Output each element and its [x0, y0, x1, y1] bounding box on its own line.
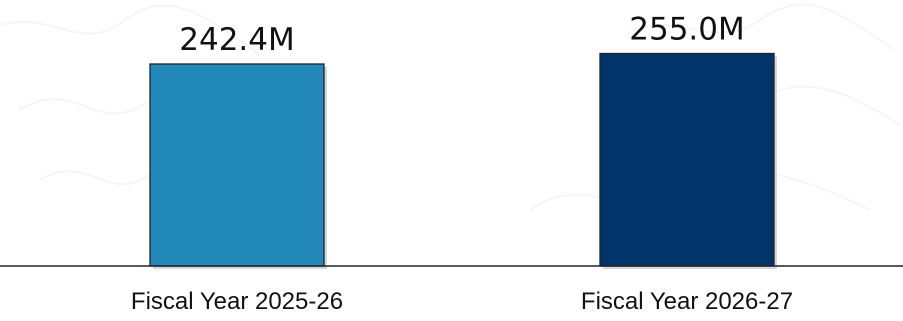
data-label-1: 242.4M — [179, 22, 295, 58]
x-tick-label-1: Fiscal Year 2025-26 — [131, 288, 343, 315]
bar-2 — [599, 52, 775, 267]
bars-layer — [149, 52, 777, 269]
labels-layer: 242.4M Fiscal Year 2025-26 255.0M Fiscal Ye… — [131, 12, 793, 316]
x-tick-label-2: Fiscal Year 2026-27 — [581, 288, 793, 315]
data-label-2: 255.0M — [629, 12, 745, 48]
bar-1 — [149, 63, 325, 267]
